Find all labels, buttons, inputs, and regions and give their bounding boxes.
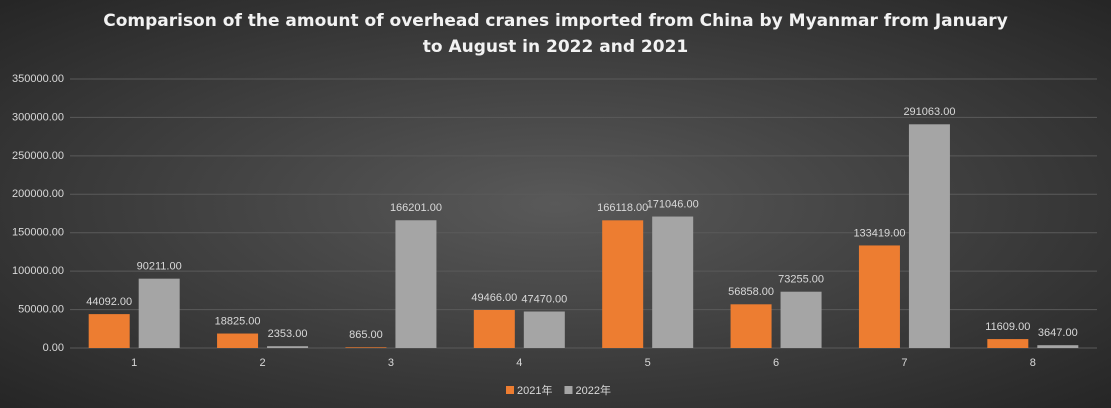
y-tick-label: 350000.00: [12, 73, 64, 85]
data-label: 171046.00: [647, 198, 699, 210]
x-tick-label: 8: [1030, 357, 1036, 369]
bar: [523, 311, 565, 348]
legend-swatch: [564, 386, 573, 394]
chart-title: Comparison of the amount of overhead cra…: [103, 11, 1008, 57]
data-label: 90211.00: [137, 261, 182, 273]
bar: [138, 278, 180, 348]
title-box: Comparison of the amount of overhead cra…: [103, 11, 1008, 57]
y-tick-label: 0.00: [43, 342, 64, 354]
bar: [217, 333, 259, 348]
x-tick-label: 2: [260, 357, 266, 369]
data-label: 56858.00: [728, 286, 774, 298]
legend-label: 2022年: [575, 383, 610, 397]
x-tick-label: 5: [645, 357, 651, 369]
data-label: 2353.00: [268, 328, 308, 340]
data-label: 166118.00: [597, 202, 648, 214]
data-label: 18825.00: [215, 315, 261, 327]
x-tick-label: 6: [773, 357, 779, 369]
data-label: 865.00: [349, 329, 383, 341]
bar: [345, 347, 387, 348]
bar: [473, 309, 515, 348]
bar: [858, 245, 900, 348]
data-label: 3647.00: [1038, 327, 1078, 339]
y-tick-label: 150000.00: [12, 227, 64, 239]
data-label: 166201.00: [390, 202, 442, 214]
bar: [395, 220, 437, 348]
bar: [88, 314, 130, 348]
y-tick-label: 300000.00: [12, 111, 64, 123]
y-tick-label: 100000.00: [12, 265, 64, 277]
y-tick-label: 250000.00: [12, 150, 64, 162]
data-label: 11609.00: [985, 321, 1030, 333]
data-label: 44092.00: [86, 296, 132, 308]
bar: [730, 304, 772, 348]
data-label: 47470.00: [521, 293, 567, 305]
y-tick-label: 200000.00: [12, 188, 64, 200]
bar: [267, 346, 309, 348]
legend-swatch: [506, 386, 514, 394]
data-label: 49466.00: [471, 292, 517, 304]
bar: [602, 220, 644, 348]
bar: [987, 339, 1029, 348]
data-label: 73255.00: [778, 274, 824, 286]
data-label: 133419.00: [853, 227, 905, 239]
x-tick-label: 3: [388, 357, 394, 369]
bar: [652, 216, 694, 348]
bar: [1037, 345, 1079, 348]
x-tick-label: 1: [131, 357, 137, 369]
legend-label: 2021年: [517, 383, 552, 397]
bar: [908, 124, 950, 348]
x-tick-label: 7: [901, 357, 907, 369]
bar: [780, 291, 822, 348]
y-tick-label: 50000.00: [18, 303, 64, 315]
data-label: 291063.00: [903, 106, 955, 118]
x-tick-label: 4: [516, 357, 522, 369]
